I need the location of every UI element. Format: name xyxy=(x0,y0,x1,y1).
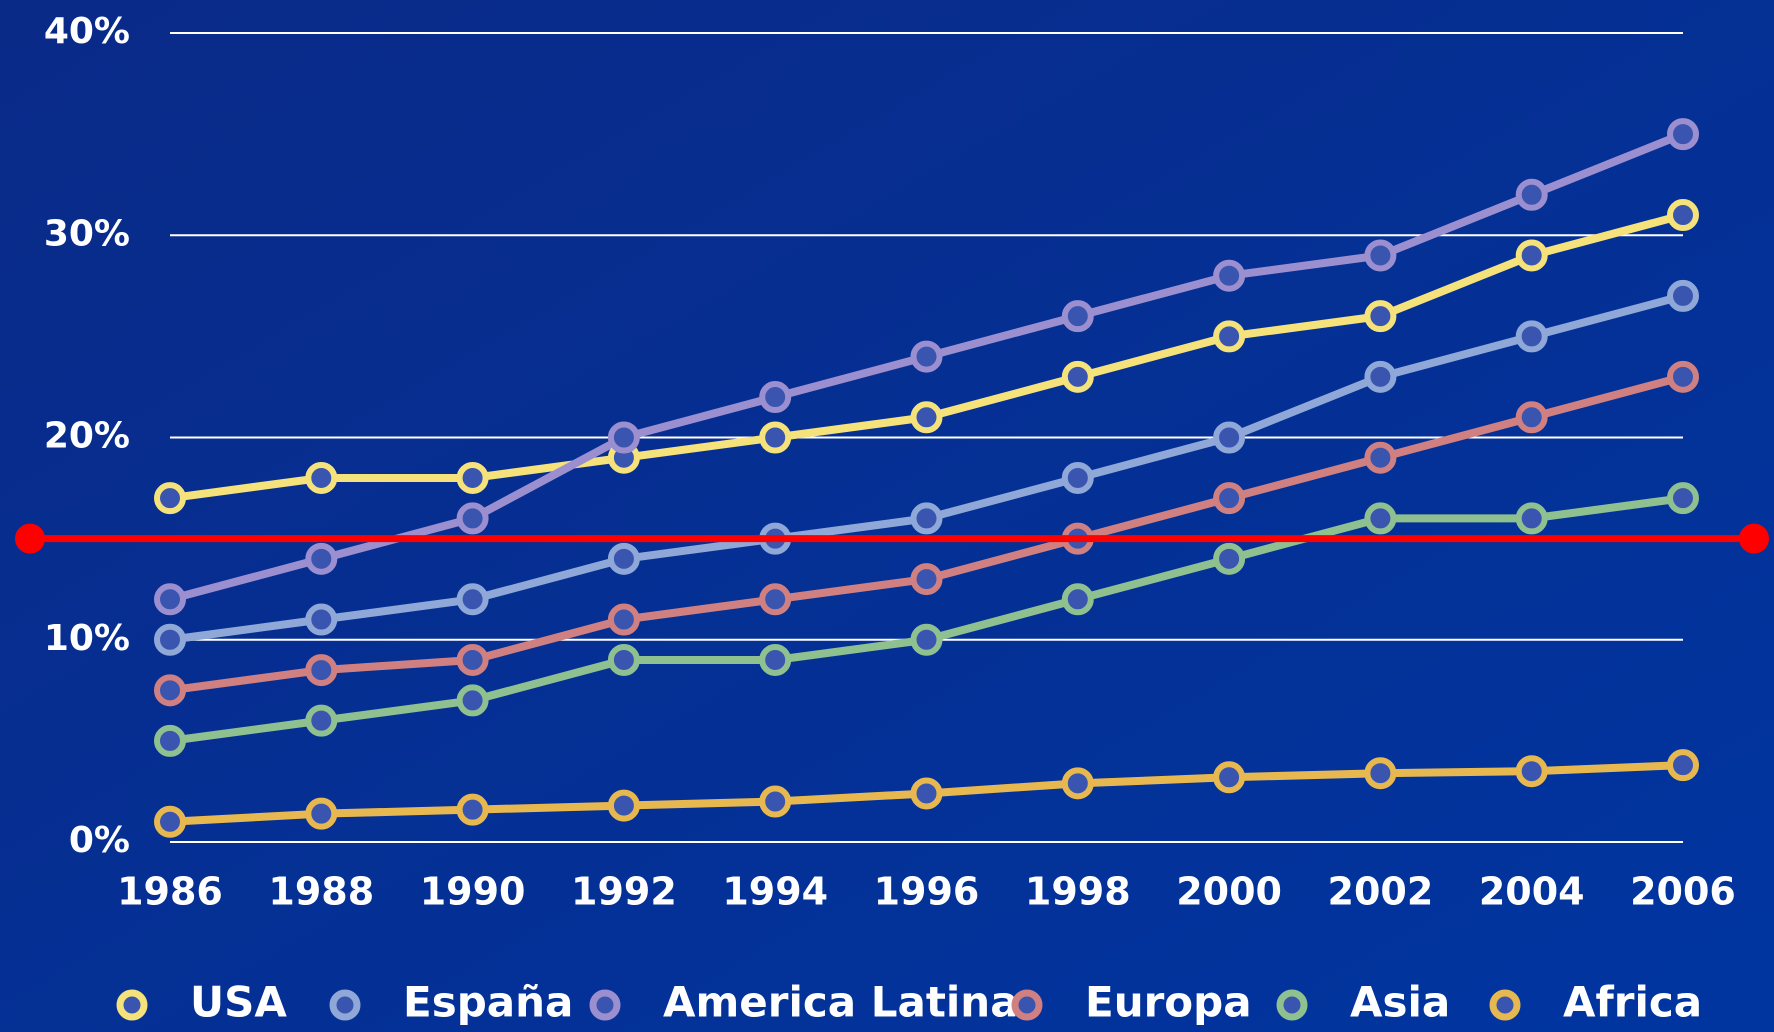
reference-end xyxy=(1739,523,1769,554)
point-marker xyxy=(456,461,489,494)
x-tick-label: 1986 xyxy=(117,870,223,914)
x-tick-label: 1992 xyxy=(571,870,677,914)
point-marker xyxy=(1364,239,1397,272)
point-marker xyxy=(305,654,338,687)
point-marker xyxy=(759,421,792,454)
point-marker xyxy=(1667,749,1699,782)
point-marker xyxy=(456,793,489,826)
point-marker xyxy=(1364,502,1397,535)
point-marker xyxy=(759,643,792,676)
legend-marker xyxy=(1011,989,1043,1021)
point-marker xyxy=(305,603,338,636)
point-marker xyxy=(305,704,338,737)
legend-label: USA xyxy=(190,978,287,1027)
point-marker xyxy=(1061,583,1094,616)
x-tick-label: 1998 xyxy=(1025,870,1131,914)
legend-marker xyxy=(589,989,621,1021)
point-marker xyxy=(456,643,489,676)
point-marker xyxy=(759,785,792,818)
point-marker xyxy=(1364,441,1397,474)
point-marker xyxy=(1364,757,1397,790)
point-marker xyxy=(305,797,338,830)
y-tick-label: 10% xyxy=(44,618,130,659)
point-marker xyxy=(1061,461,1094,494)
reference-end xyxy=(15,523,45,554)
point-marker xyxy=(154,623,186,656)
point-marker xyxy=(456,502,489,535)
point-marker xyxy=(1515,320,1548,353)
point-marker xyxy=(305,542,338,575)
x-tick-label: 1990 xyxy=(420,870,526,914)
point-marker xyxy=(910,623,943,656)
x-tick-label: 2006 xyxy=(1630,870,1736,914)
point-marker xyxy=(1364,360,1397,393)
point-marker xyxy=(1364,300,1397,333)
point-marker xyxy=(1061,360,1094,393)
legend-label: España xyxy=(403,978,573,1027)
point-marker xyxy=(1667,118,1699,151)
x-tick-label: 1996 xyxy=(874,870,980,914)
x-tick-label: 1988 xyxy=(268,870,374,914)
point-marker xyxy=(1213,542,1246,575)
legend-label: Europa xyxy=(1085,978,1252,1027)
point-marker xyxy=(1515,401,1548,434)
point-marker xyxy=(1515,239,1548,272)
x-tick-label: 2000 xyxy=(1176,870,1282,914)
point-marker xyxy=(910,401,943,434)
point-marker xyxy=(1515,755,1548,788)
y-tick-label: 30% xyxy=(44,213,130,254)
point-marker xyxy=(759,583,792,616)
x-tick-label: 1994 xyxy=(722,870,828,914)
point-marker xyxy=(607,643,640,676)
point-marker xyxy=(1667,360,1699,393)
y-tick-label: 0% xyxy=(69,820,130,861)
point-marker xyxy=(1667,199,1699,232)
point-marker xyxy=(607,421,640,454)
legend-marker xyxy=(329,989,361,1021)
point-marker xyxy=(607,789,640,822)
point-marker xyxy=(456,583,489,616)
point-marker xyxy=(154,805,186,838)
legend-marker xyxy=(116,989,148,1021)
legend-label: Asia xyxy=(1350,978,1450,1027)
point-marker xyxy=(1213,421,1246,454)
point-marker xyxy=(910,777,943,810)
point-marker xyxy=(607,603,640,636)
legend-label: Africa xyxy=(1563,978,1702,1027)
legend-label: America Latina xyxy=(663,978,1019,1027)
point-marker xyxy=(1061,767,1094,800)
point-marker xyxy=(154,674,186,707)
y-tick-label: 20% xyxy=(44,416,130,457)
point-marker xyxy=(1213,761,1246,794)
x-tick-label: 2004 xyxy=(1479,870,1585,914)
point-marker xyxy=(1667,482,1699,515)
point-marker xyxy=(910,502,943,535)
legend-marker xyxy=(1489,989,1521,1021)
point-marker xyxy=(1515,502,1548,535)
point-marker xyxy=(305,461,338,494)
point-marker xyxy=(154,482,186,515)
y-tick-label: 40% xyxy=(44,11,130,52)
point-marker xyxy=(456,684,489,717)
point-marker xyxy=(759,381,792,414)
point-marker xyxy=(1213,320,1246,353)
point-marker xyxy=(1213,482,1246,515)
point-marker xyxy=(1667,279,1699,312)
point-marker xyxy=(607,542,640,575)
x-tick-label: 2002 xyxy=(1328,870,1434,914)
point-marker xyxy=(1213,259,1246,292)
point-marker xyxy=(910,340,943,373)
point-marker xyxy=(154,583,186,616)
point-marker xyxy=(1061,300,1094,333)
point-marker xyxy=(1515,178,1548,211)
legend-marker xyxy=(1276,989,1308,1021)
point-marker xyxy=(154,724,186,757)
point-marker xyxy=(910,563,943,596)
